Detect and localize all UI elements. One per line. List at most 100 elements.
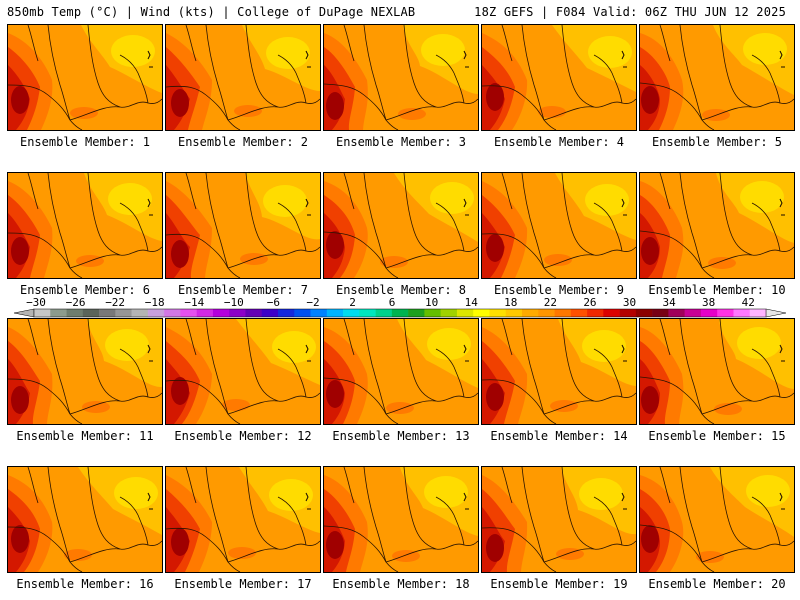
ensemble-member-label: Ensemble Member: 15 [648,429,786,443]
ensemble-member-map [639,24,795,131]
colorbar-swatch [538,309,555,317]
colorbar-swatch [245,309,263,317]
colorbar-swatch [652,309,669,317]
colorbar-swatch [700,309,718,317]
ensemble-member-label: Ensemble Member: 11 [16,429,154,443]
ensemble-member-map [165,24,321,131]
colorbar-swatch [359,309,376,317]
colorbar-tick-label: −6 [267,296,280,309]
ensemble-member-label: Ensemble Member: 7 [177,283,309,297]
colorbar-swatch [66,309,84,317]
ensemble-member-map [7,172,163,279]
ensemble-member-label: Ensemble Member: 12 [174,429,312,443]
ensemble-member-map [7,318,163,425]
colorbar-swatch [554,309,572,317]
temperature-field [482,25,636,130]
colorbar-swatch [733,309,751,317]
ensemble-member-map [639,172,795,279]
colorbar-swatch [570,309,588,317]
ensemble-member-map [165,466,321,573]
colorbar-swatch [505,309,523,317]
colorbar-tick-label: 34 [662,296,676,309]
colorbar-tick-label: −22 [105,296,125,309]
colorbar-tick-label: 38 [702,296,715,309]
colorbar-swatch [668,309,685,317]
colorbar-tick-label: 6 [389,296,396,309]
ensemble-member-map [323,172,479,279]
colorbar-swatch [684,309,702,317]
temperature-field [324,319,478,424]
colorbar-swatch [440,309,458,317]
colorbar-max-arrow [765,308,787,318]
colorbar-tick-label: 26 [583,296,596,309]
ensemble-member-label: Ensemble Member: 1 [19,135,151,149]
ensemble-member-label: Ensemble Member: 10 [648,283,786,297]
ensemble-member-map [481,318,637,425]
ensemble-member-label: Ensemble Member: 14 [490,429,628,443]
temperature-field [482,467,636,572]
colorbar-tick-label: 22 [544,296,557,309]
temperature-field [324,173,478,278]
colorbar-tick-label: −18 [145,296,165,309]
colorbar-swatch [229,309,246,317]
temperature-field [8,319,162,424]
colorbar-swatch [408,309,425,317]
colorbar-tick-label: 2 [349,296,356,309]
ensemble-member-label: Ensemble Member: 9 [493,283,625,297]
colorbar-swatch [456,309,474,317]
colorbar-swatch [717,309,734,317]
ensemble-member-label: Ensemble Member: 3 [335,135,467,149]
temperature-field [324,25,478,130]
temperature-field [482,173,636,278]
colorbar-tick-label: 18 [504,296,517,309]
ensemble-member-label: Ensemble Member: 5 [651,135,783,149]
colorbar-swatch [343,309,360,317]
colorbar-swatch [473,309,490,317]
temperature-colorbar: −30 −26 −22 −18 −14 −10 −6 −2 2 6 10 14 18 22 26 30 34 38… [13,296,787,318]
ensemble-member-map [639,466,795,573]
ensemble-member-label: Ensemble Member: 13 [332,429,470,443]
colorbar-swatch [196,309,214,317]
colorbar-swatch [180,309,197,317]
temperature-field [640,25,794,130]
temperature-field [482,319,636,424]
colorbar-tick-label: −26 [66,296,86,309]
colorbar-swatch [34,309,51,317]
colorbar-swatch [635,309,653,317]
colorbar-swatch [603,309,620,317]
colorbar-swatch [147,309,165,317]
ensemble-member-label: Ensemble Member: 17 [174,577,312,591]
colorbar-swatch [749,309,767,317]
colorbar-tick-label: −2 [306,296,319,309]
colorbar-tick-label: −14 [184,296,204,309]
ensemble-member-label: Ensemble Member: 4 [493,135,625,149]
temperature-field [166,319,320,424]
ensemble-member-label: Ensemble Member: 6 [19,283,151,297]
colorbar-swatch [489,309,507,317]
temperature-field [8,25,162,130]
colorbar-swatch [50,309,67,317]
temperature-field [166,173,320,278]
colorbar-tick-label: −30 [26,296,46,309]
colorbar-swatch [82,309,100,317]
ensemble-member-label: Ensemble Member: 8 [335,283,467,297]
temperature-field [166,467,320,572]
ensemble-member-label: Ensemble Member: 16 [16,577,154,591]
colorbar-swatch [310,309,328,317]
colorbar-swatch [326,309,344,317]
colorbar-tick-label: 42 [742,296,755,309]
temperature-field [8,173,162,278]
colorbar-min-arrow [13,308,35,318]
ensemble-member-map [7,466,163,573]
colorbar-swatch [424,309,441,317]
colorbar-tick-label: 30 [623,296,636,309]
ensemble-member-label: Ensemble Member: 2 [177,135,309,149]
ensemble-member-label: Ensemble Member: 20 [648,577,786,591]
ensemble-member-map [7,24,163,131]
colorbar-swatch [261,309,279,317]
temperature-field [640,173,794,278]
colorbar-swatch [587,309,604,317]
colorbar-swatch [375,309,393,317]
ensemble-member-map [165,172,321,279]
